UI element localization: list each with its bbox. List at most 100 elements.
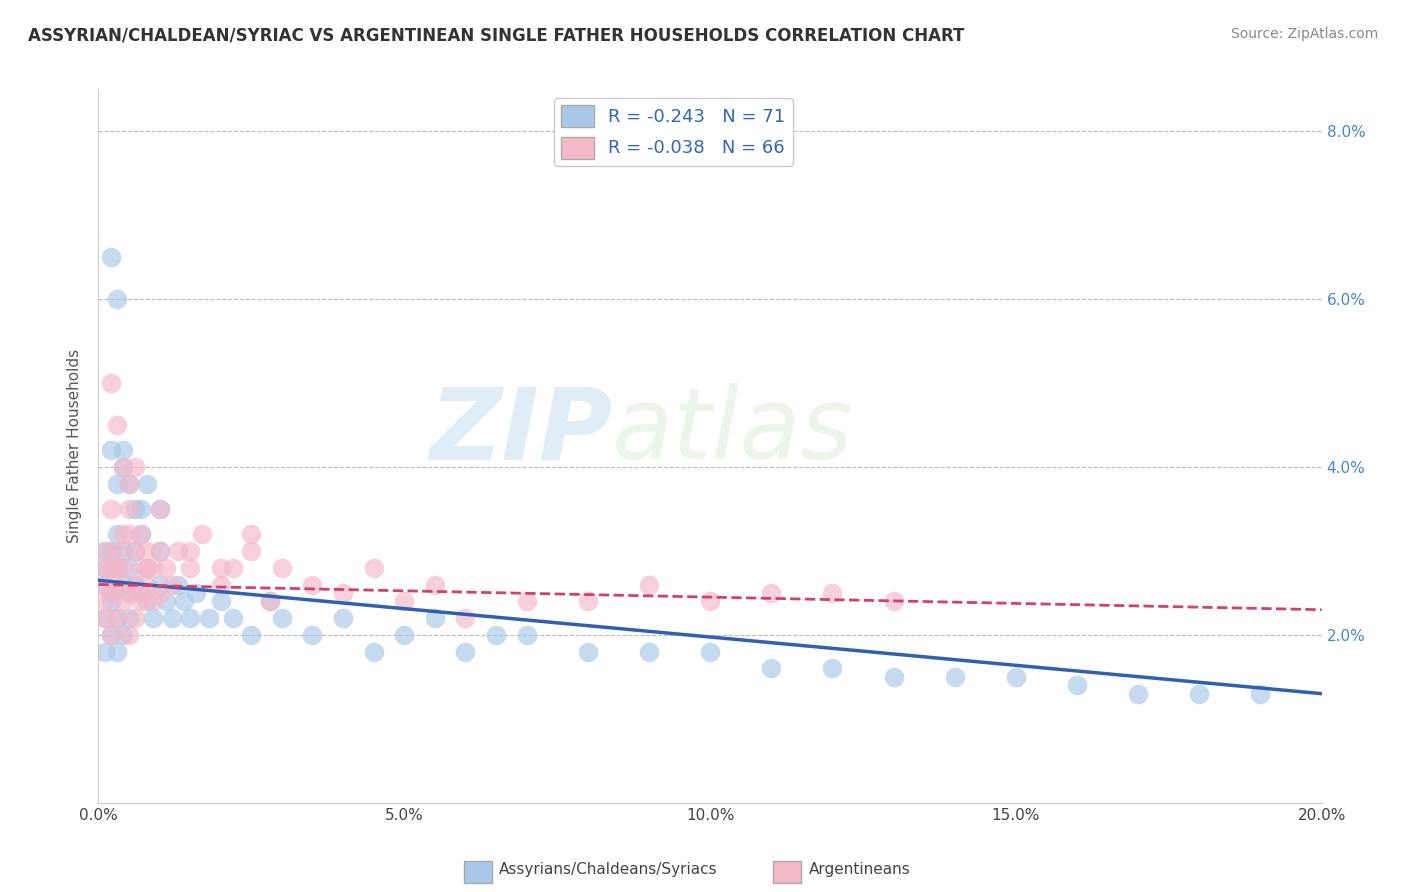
Point (93, 611, 115, 625)
Point (222, 560, 245, 574)
Point (179, 560, 201, 574)
Point (118, 586, 141, 600)
Point (100, 628, 122, 642)
Point (129, 586, 152, 600)
Point (100, 586, 122, 600)
Point (1128, 687, 1150, 701)
Point (100, 594, 122, 608)
Point (129, 594, 152, 608)
Point (332, 611, 354, 625)
Point (759, 661, 782, 675)
Point (301, 577, 323, 591)
Point (111, 460, 134, 475)
Point (301, 628, 323, 642)
Point (576, 645, 599, 659)
Point (100, 628, 122, 642)
Point (93, 594, 115, 608)
Point (167, 577, 190, 591)
Point (111, 460, 134, 475)
Point (454, 645, 477, 659)
Point (240, 544, 263, 558)
Text: Source: ZipAtlas.com: Source: ZipAtlas.com (1230, 27, 1378, 41)
Point (111, 560, 134, 574)
Point (124, 502, 146, 516)
Text: ZIP: ZIP (429, 384, 612, 480)
Point (191, 527, 214, 541)
Point (1188, 687, 1211, 701)
Point (160, 577, 183, 591)
Point (105, 476, 128, 491)
Point (821, 661, 844, 675)
Point (149, 502, 172, 516)
Point (136, 560, 159, 574)
Point (100, 376, 122, 390)
Point (100, 443, 122, 458)
Point (129, 560, 152, 574)
Point (111, 443, 134, 458)
Point (149, 586, 172, 600)
Point (136, 560, 159, 574)
Point (149, 544, 172, 558)
Point (259, 594, 281, 608)
Legend: R = -0.243   N = 71, R = -0.038   N = 66: R = -0.243 N = 71, R = -0.038 N = 66 (554, 98, 793, 166)
Point (699, 594, 721, 608)
Point (93, 577, 115, 591)
Point (129, 586, 152, 600)
Point (270, 560, 292, 574)
Point (943, 670, 966, 684)
Point (105, 611, 128, 625)
Point (118, 527, 141, 541)
Point (516, 628, 538, 642)
Y-axis label: Single Father Households: Single Father Households (67, 349, 83, 543)
Point (1066, 678, 1088, 692)
Point (93, 560, 115, 574)
Point (100, 560, 122, 574)
Point (105, 560, 128, 574)
Point (105, 417, 128, 432)
Point (142, 611, 165, 625)
Point (270, 611, 292, 625)
Point (209, 594, 232, 608)
Point (883, 670, 905, 684)
Text: Assyrians/Chaldeans/Syriacs: Assyrians/Chaldeans/Syriacs (499, 863, 717, 877)
Point (118, 560, 141, 574)
Point (93, 645, 115, 659)
Text: atlas: atlas (612, 384, 853, 480)
Text: ASSYRIAN/CHALDEAN/SYRIAC VS ARGENTINEAN SINGLE FATHER HOUSEHOLDS CORRELATION CHA: ASSYRIAN/CHALDEAN/SYRIAC VS ARGENTINEAN … (28, 27, 965, 45)
Point (124, 577, 146, 591)
Point (93, 544, 115, 558)
Point (136, 476, 159, 491)
Point (124, 544, 146, 558)
Point (363, 645, 385, 659)
Point (423, 577, 446, 591)
Point (142, 560, 165, 574)
Point (124, 611, 146, 625)
Point (136, 594, 159, 608)
Point (1249, 687, 1271, 701)
Point (118, 502, 141, 516)
Point (118, 586, 141, 600)
Point (118, 476, 141, 491)
Point (821, 586, 844, 600)
Point (111, 577, 134, 591)
Point (240, 628, 263, 642)
Point (111, 527, 134, 541)
Point (105, 560, 128, 574)
Point (699, 645, 721, 659)
Point (240, 527, 263, 541)
Point (136, 544, 159, 558)
Point (637, 577, 661, 591)
Point (423, 611, 446, 625)
Point (118, 611, 141, 625)
Point (100, 586, 122, 600)
Point (179, 611, 201, 625)
Point (485, 628, 508, 642)
Point (105, 292, 128, 306)
Point (186, 586, 208, 600)
Point (179, 544, 201, 558)
Point (111, 544, 134, 558)
Point (111, 628, 134, 642)
Point (149, 502, 172, 516)
Point (105, 577, 128, 591)
Point (167, 544, 190, 558)
